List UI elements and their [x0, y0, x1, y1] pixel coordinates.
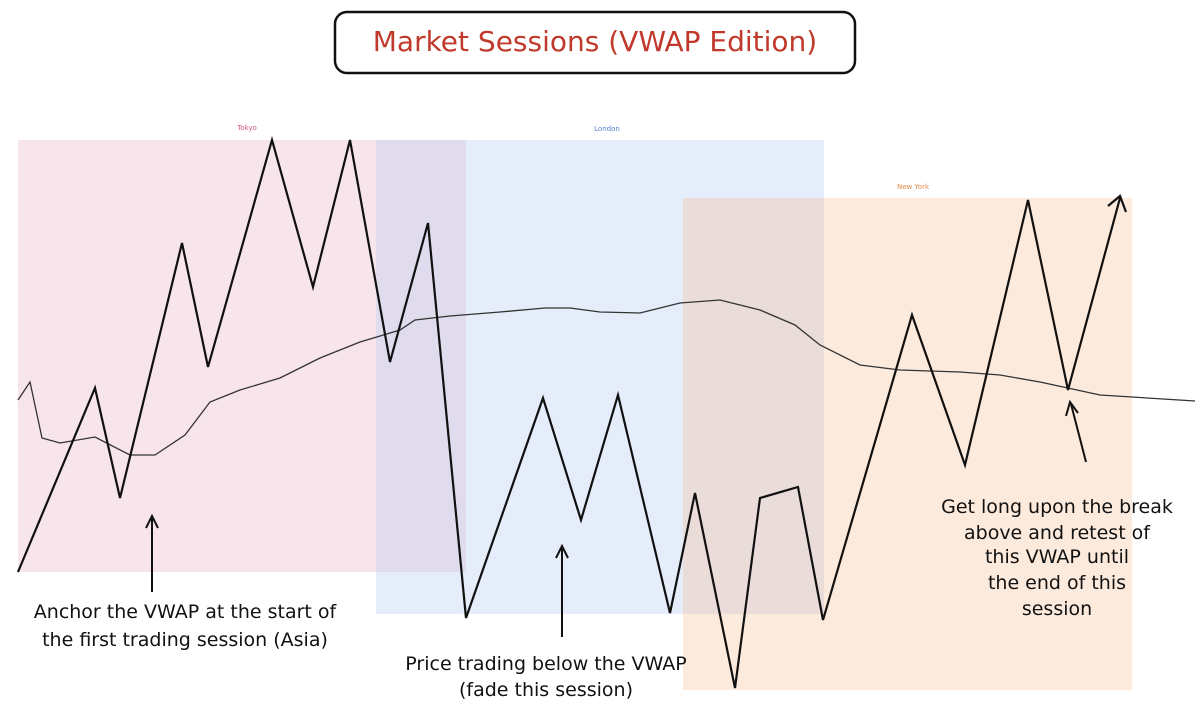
vwap-line [17, 299, 1196, 456]
annotation-line: Anchor the VWAP at the start of [34, 601, 338, 623]
newyork-session [683, 198, 1132, 690]
session-label: Tokyo [236, 124, 257, 132]
arrows [145, 399, 1087, 637]
arrow-head [1107, 194, 1128, 213]
session-label: New York [897, 183, 930, 191]
session-label: London [594, 125, 620, 133]
annotation-line: (fade this session) [459, 679, 633, 701]
title: Market Sessions (VWAP Edition) [373, 25, 817, 58]
annotation-line: the end of this [988, 572, 1126, 594]
title-box [333, 10, 857, 75]
london-session [376, 140, 824, 614]
annotation-line: Get long upon the break [941, 496, 1173, 518]
annotation-line: session [1022, 598, 1092, 620]
annotation-line: the first trading session (Asia) [42, 629, 328, 651]
annotation-line: this VWAP until [985, 546, 1129, 568]
price-path [16, 135, 1122, 689]
annotation-line: above and retest of [964, 522, 1151, 544]
annotation-line: Price trading below the VWAP [405, 653, 686, 675]
